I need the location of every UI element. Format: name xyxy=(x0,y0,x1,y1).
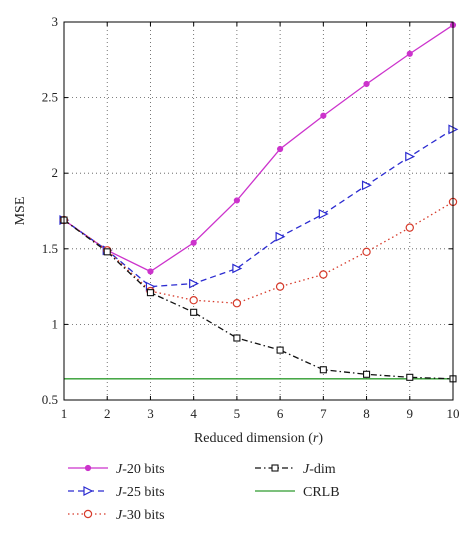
x-axis-label-main: Reduced dimension ( xyxy=(194,431,313,446)
point-j25 xyxy=(189,278,200,289)
x-tick-label: 2 xyxy=(104,406,111,421)
legend-label-j25: J-25 bits xyxy=(116,485,165,500)
x-tick-label: 1 xyxy=(61,406,68,421)
x-axis-label: Reduced dimension (r) xyxy=(194,431,323,446)
point-j25 xyxy=(318,209,329,219)
point-jdim xyxy=(363,370,371,378)
x-tick-label: 10 xyxy=(447,406,460,421)
axis-ticks: 1 2 3 4 5 6 7 8 9 100.511.522.53 xyxy=(42,14,460,421)
legend-label-rest: CRLB xyxy=(303,485,340,500)
point-j25 xyxy=(361,180,372,191)
x-axis-label-close: ) xyxy=(318,431,323,446)
point-jdim xyxy=(276,346,284,354)
legend-item-j25: J-25 bits xyxy=(68,485,165,500)
point-jdim xyxy=(103,248,111,256)
x-axis-label-var: r xyxy=(313,431,319,446)
x-tick-label: 4 xyxy=(190,406,197,421)
point-j30 xyxy=(275,282,285,291)
point-j30 xyxy=(189,296,198,305)
point-j30 xyxy=(319,270,328,279)
y-tick-label: 2.5 xyxy=(42,90,58,105)
series-line-jdim xyxy=(63,219,454,380)
legend-marker-j20 xyxy=(84,464,92,472)
series-line-j30 xyxy=(63,201,454,304)
y-tick-label: 2 xyxy=(52,165,59,180)
point-jdim xyxy=(319,366,327,374)
x-tick-label: 9 xyxy=(407,406,414,421)
y-tick-label: 1 xyxy=(52,316,59,331)
point-j20 xyxy=(190,239,197,246)
legend-item-jdim: J-dim xyxy=(255,462,336,477)
point-j20 xyxy=(406,50,413,57)
legend-label-rest: -30 bits xyxy=(122,508,164,523)
series-j25 xyxy=(59,124,459,292)
x-tick-label: 8 xyxy=(363,406,370,421)
point-jdim xyxy=(146,289,154,297)
point-jdim xyxy=(406,373,414,381)
x-tick-label: 5 xyxy=(234,406,241,421)
legend-label-rest: -dim xyxy=(309,462,336,477)
legend-label-var: J xyxy=(116,462,123,477)
point-jdim xyxy=(233,334,241,342)
point-j25 xyxy=(275,231,286,242)
legend-item-j30: J-30 bits xyxy=(68,508,165,523)
legend-label-j30: J-30 bits xyxy=(116,508,165,523)
y-tick-label: 0.5 xyxy=(42,392,58,407)
legend-item-j20: J-20 bits xyxy=(68,462,165,477)
point-j20 xyxy=(233,197,240,204)
point-j30 xyxy=(362,247,371,257)
series-layer xyxy=(59,21,459,383)
plot-frame xyxy=(63,21,454,401)
point-jdim xyxy=(190,308,198,316)
y-axis-label: MSE xyxy=(13,197,28,226)
x-tick-label: 7 xyxy=(320,406,327,421)
legend-item-crlb: CRLB xyxy=(255,485,340,500)
y-tick-label: 1.5 xyxy=(42,241,58,256)
point-j20 xyxy=(363,80,370,88)
grid-lines xyxy=(64,22,453,400)
point-j25 xyxy=(232,263,243,274)
legend-label-var: J xyxy=(303,462,310,477)
x-tick-label: 3 xyxy=(147,406,154,421)
legend-label-var: J xyxy=(116,508,123,523)
y-tick-label: 3 xyxy=(52,14,59,29)
point-j20 xyxy=(320,112,327,119)
legend-label-rest: -25 bits xyxy=(122,485,164,500)
series-line-j20 xyxy=(63,24,454,273)
point-j30 xyxy=(232,299,242,308)
point-j20 xyxy=(147,268,154,275)
legend-marker-j25 xyxy=(83,486,94,496)
series-jdim xyxy=(60,216,457,383)
point-j25 xyxy=(405,151,416,162)
legend-label-crlb: CRLB xyxy=(303,485,340,500)
point-j30 xyxy=(405,223,414,232)
legend-label-var: J xyxy=(116,485,123,500)
series-line-j25 xyxy=(63,128,454,288)
legend-marker-j30 xyxy=(83,509,93,519)
legend-marker-jdim xyxy=(271,464,279,472)
legend-label-rest: -20 bits xyxy=(122,462,164,477)
x-tick-label: 6 xyxy=(277,406,284,421)
series-j20 xyxy=(60,21,457,275)
legend-label-jdim: J-dim xyxy=(303,462,336,477)
point-j20 xyxy=(277,145,284,153)
legend-label-j20: J-20 bits xyxy=(116,462,165,477)
